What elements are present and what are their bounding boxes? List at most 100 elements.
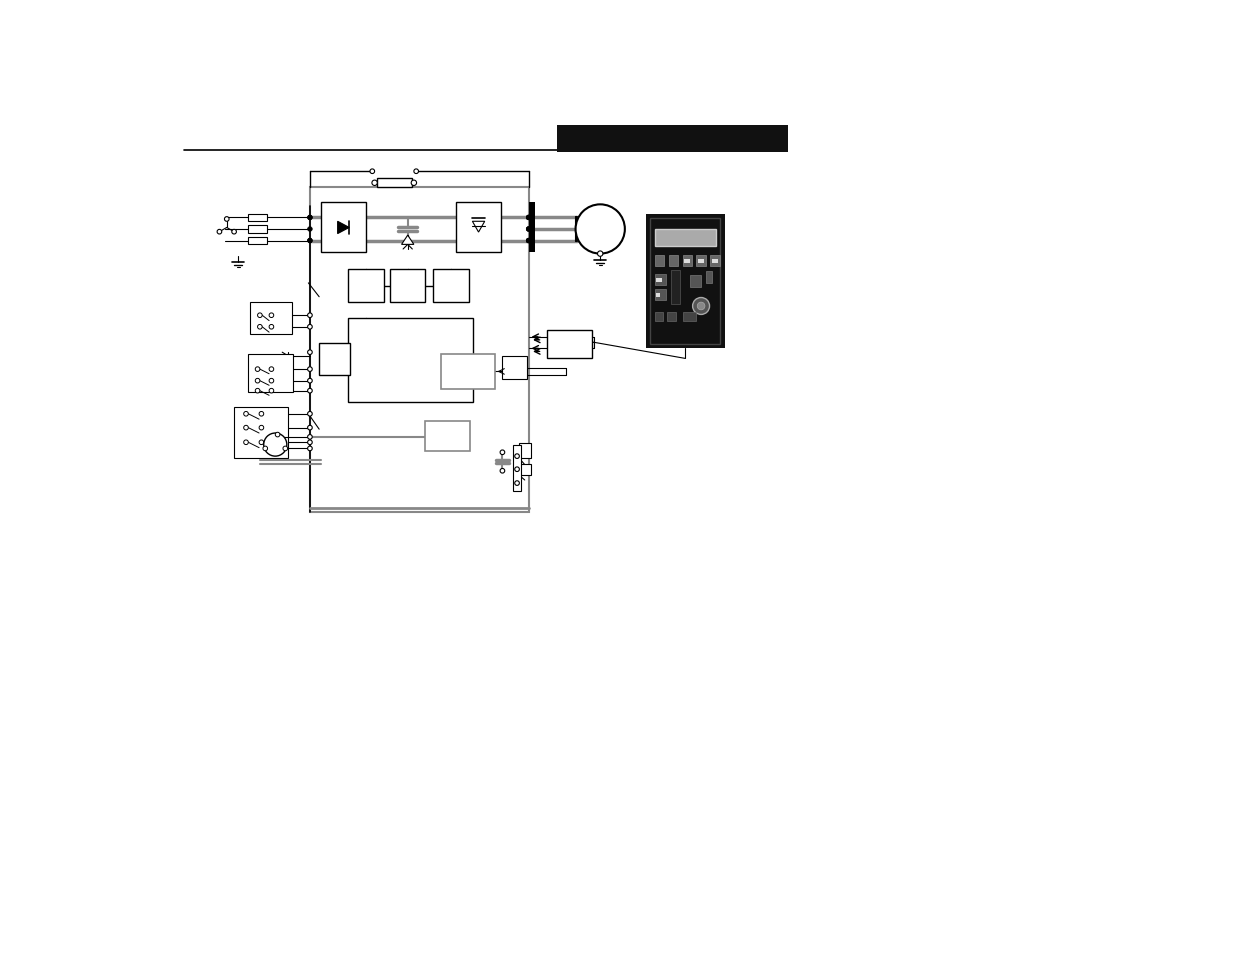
Circle shape: [269, 368, 274, 372]
Bar: [684, 260, 690, 264]
Circle shape: [263, 447, 268, 452]
Bar: [235, 408, 288, 459]
Circle shape: [411, 181, 416, 186]
Circle shape: [526, 216, 531, 220]
Bar: [697, 256, 705, 267]
Circle shape: [269, 325, 274, 330]
Circle shape: [308, 216, 312, 220]
Circle shape: [414, 170, 419, 174]
Circle shape: [308, 314, 312, 318]
Circle shape: [308, 216, 312, 220]
Bar: [310, 188, 529, 512]
Circle shape: [308, 389, 312, 394]
Circle shape: [526, 228, 531, 232]
Circle shape: [308, 426, 312, 431]
Bar: [655, 313, 663, 322]
Circle shape: [258, 325, 262, 330]
Circle shape: [259, 426, 264, 431]
Bar: [710, 256, 720, 267]
Bar: [348, 318, 473, 403]
Circle shape: [576, 205, 625, 254]
Circle shape: [283, 447, 288, 452]
Bar: [520, 464, 531, 476]
Bar: [689, 275, 701, 288]
Circle shape: [258, 314, 262, 318]
Bar: [529, 203, 535, 253]
Bar: [319, 344, 350, 375]
Bar: [321, 203, 366, 253]
Circle shape: [269, 379, 274, 383]
Circle shape: [308, 440, 312, 445]
Circle shape: [526, 228, 531, 232]
Bar: [655, 290, 666, 300]
Circle shape: [243, 412, 248, 416]
Bar: [248, 237, 267, 245]
Circle shape: [370, 170, 374, 174]
Circle shape: [269, 314, 274, 318]
Circle shape: [259, 412, 264, 416]
Polygon shape: [473, 222, 484, 233]
Bar: [655, 230, 716, 247]
Bar: [683, 256, 692, 267]
Bar: [646, 214, 725, 349]
Bar: [671, 271, 680, 305]
Bar: [656, 294, 659, 297]
Circle shape: [308, 368, 312, 372]
Circle shape: [526, 239, 531, 244]
Circle shape: [243, 426, 248, 431]
Bar: [390, 270, 425, 303]
Circle shape: [372, 181, 378, 186]
Circle shape: [698, 303, 705, 311]
Circle shape: [526, 216, 531, 220]
Circle shape: [500, 469, 505, 474]
Circle shape: [259, 440, 264, 445]
Circle shape: [308, 351, 312, 355]
Circle shape: [308, 239, 312, 244]
Circle shape: [256, 368, 259, 372]
Circle shape: [217, 230, 222, 234]
Bar: [348, 270, 384, 303]
Bar: [248, 226, 267, 233]
Bar: [651, 219, 720, 344]
Bar: [667, 313, 676, 322]
Bar: [377, 179, 411, 188]
Circle shape: [515, 455, 520, 459]
Bar: [698, 260, 704, 264]
Circle shape: [515, 467, 520, 472]
Circle shape: [526, 239, 531, 244]
Bar: [441, 355, 495, 390]
Circle shape: [308, 325, 312, 330]
Bar: [248, 355, 293, 393]
Circle shape: [269, 389, 274, 394]
Bar: [683, 313, 697, 322]
Circle shape: [500, 451, 505, 456]
Bar: [655, 256, 664, 267]
Bar: [655, 275, 666, 286]
Circle shape: [526, 239, 531, 244]
Circle shape: [308, 239, 312, 244]
Bar: [425, 422, 471, 452]
Bar: [248, 214, 267, 222]
Polygon shape: [337, 222, 350, 234]
Bar: [503, 356, 527, 379]
Circle shape: [256, 379, 259, 383]
Bar: [547, 331, 592, 359]
Bar: [668, 256, 678, 267]
Bar: [705, 272, 711, 284]
Circle shape: [598, 252, 603, 257]
Circle shape: [308, 379, 312, 383]
Bar: [456, 203, 501, 253]
Circle shape: [308, 412, 312, 416]
Circle shape: [232, 230, 236, 234]
Circle shape: [225, 217, 228, 222]
Circle shape: [526, 216, 531, 220]
Circle shape: [308, 228, 312, 232]
Polygon shape: [401, 236, 414, 245]
Bar: [557, 126, 788, 152]
Bar: [514, 445, 521, 491]
Circle shape: [693, 298, 710, 315]
Bar: [249, 303, 293, 335]
Circle shape: [308, 447, 312, 452]
Circle shape: [243, 440, 248, 445]
Circle shape: [264, 434, 287, 456]
